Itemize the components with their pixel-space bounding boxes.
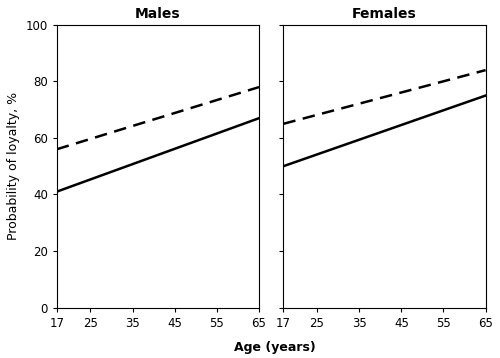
Text: Age (years): Age (years) <box>234 342 316 354</box>
Title: Males: Males <box>135 7 180 21</box>
Title: Females: Females <box>352 7 417 21</box>
Y-axis label: Probability of loyalty, %: Probability of loyalty, % <box>7 92 20 240</box>
